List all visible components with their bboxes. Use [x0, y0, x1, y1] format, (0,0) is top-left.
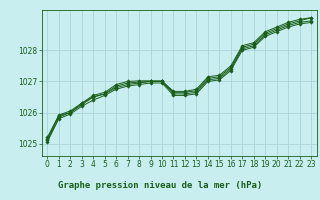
Text: Graphe pression niveau de la mer (hPa): Graphe pression niveau de la mer (hPa) — [58, 182, 262, 190]
